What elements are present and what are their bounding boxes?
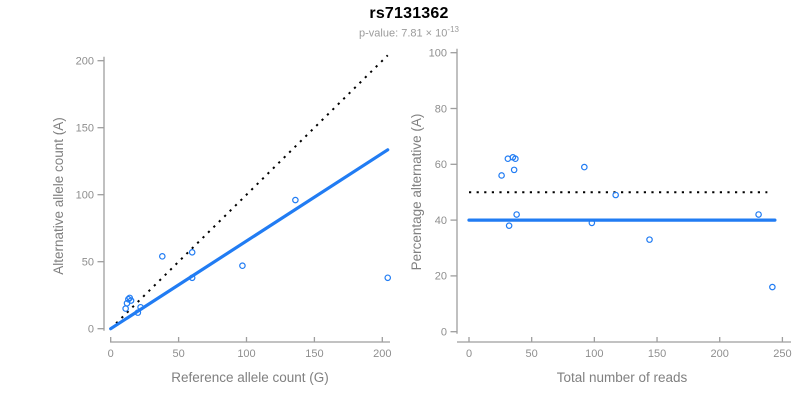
data-point — [769, 283, 776, 291]
left-xaxis-title: Reference allele count (G) — [171, 370, 329, 385]
x-tick-label: 200 — [711, 348, 729, 360]
x-tick-label: 250 — [773, 348, 791, 360]
data-point — [513, 211, 520, 218]
x-tick-label: 100 — [585, 348, 603, 360]
identity-line — [109, 54, 389, 330]
pvalue-exponent: -13 — [447, 25, 459, 34]
pvalue-subtitle: p-value: 7.81 × 10-13 — [0, 25, 800, 40]
x-tick-label: 0 — [108, 348, 114, 360]
left-scatter-panel: 0 50 100 150 200 0 50 100 150 200 — [76, 54, 392, 360]
y-tick-label: 150 — [76, 123, 94, 135]
data-point — [292, 196, 299, 204]
data-point — [239, 262, 246, 270]
data-point — [122, 305, 129, 312]
right-yaxis-title: Percentage alternative (A) — [409, 114, 424, 271]
x-tick-label: 200 — [373, 348, 391, 360]
y-tick-label: 100 — [76, 190, 94, 202]
data-point — [646, 236, 653, 243]
data-point — [188, 274, 196, 282]
x-tick-label: 150 — [305, 348, 323, 360]
right-scatter-panel: 0 20 40 60 80 100 0 50 100 150 200 250 — [429, 48, 792, 361]
data-point — [505, 222, 513, 229]
y-tick-label: 200 — [76, 56, 94, 68]
data-point — [134, 309, 142, 316]
data-point — [159, 253, 166, 260]
data-point — [188, 249, 196, 256]
x-tick-label: 0 — [466, 348, 472, 360]
data-point — [512, 155, 519, 163]
data-point — [384, 274, 392, 282]
x-tick-label: 50 — [526, 348, 538, 360]
y-tick-label: 20 — [435, 271, 447, 283]
data-point — [588, 219, 596, 227]
y-tick-label: 80 — [435, 103, 447, 115]
y-tick-label: 60 — [435, 159, 447, 171]
left-yaxis-title: Alternative allele count (A) — [51, 117, 66, 275]
plot-title: rs7131362 — [369, 5, 449, 22]
x-tick-label: 150 — [648, 348, 666, 360]
x-tick-label: 50 — [172, 348, 184, 360]
right-xaxis-title: Total number of reads — [557, 370, 688, 385]
y-tick-label: 50 — [82, 257, 94, 269]
data-point — [755, 211, 762, 218]
data-point — [510, 166, 518, 174]
y-tick-label: 40 — [435, 215, 447, 227]
y-tick-label: 100 — [429, 48, 447, 60]
pvalue-text: p-value: 7.81 × 10 — [359, 27, 448, 40]
data-point — [612, 191, 619, 199]
data-point — [137, 303, 144, 311]
regression-line — [109, 148, 390, 331]
data-point — [127, 297, 135, 304]
y-tick-label: 0 — [88, 324, 94, 336]
y-tick-label: 0 — [441, 327, 447, 339]
data-point — [581, 163, 588, 171]
data-point — [498, 172, 505, 179]
x-tick-label: 100 — [237, 348, 255, 360]
